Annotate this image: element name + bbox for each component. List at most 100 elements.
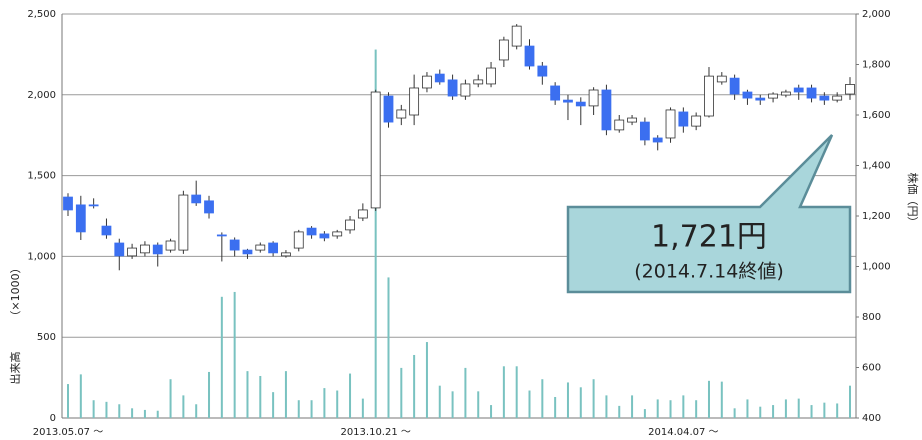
volume-bar [810,405,813,418]
volume-bar [92,400,95,418]
volume-bar [502,366,505,418]
candle-body [486,67,496,85]
candle-body [242,249,253,255]
volume-bar [425,342,428,418]
volume-bar [272,392,275,418]
y-tick-label: 0 [50,413,56,424]
volume-bar [797,398,800,418]
y2-tick-label: 800 [862,312,881,323]
volume-bar [143,409,146,418]
volume-bar [618,405,621,418]
candle-body [537,65,548,77]
volume-bar [541,379,544,418]
volume-bar [169,379,172,418]
callout-text: 1,721円 [651,220,767,255]
candle-body [768,93,778,99]
candle-body [216,234,227,237]
x-tick-label: 2013.10.21 ～ [340,427,410,438]
candle-body [691,115,702,127]
candle-body [345,219,355,231]
candle-body [191,194,202,204]
candle-body [75,204,86,233]
candle-body [793,87,804,93]
y-axis-unit: （×1000） [9,262,22,321]
candle-body [268,242,279,254]
volume-bar [746,399,749,418]
candle-body [806,87,817,99]
volume-bar [720,381,723,418]
candle-body [101,225,112,236]
y2-tick-label: 1,400 [862,161,891,172]
y2-tick-label: 1,200 [862,211,891,222]
candle-body [396,109,407,119]
volume-bar [79,374,82,418]
volume-bar [233,291,236,418]
y2-tick-label: 2,000 [862,9,891,20]
volume-bar [605,395,608,418]
volume-bar [759,406,762,418]
candle-body [601,89,612,131]
candle-body [627,117,637,123]
volume-bar [349,373,352,418]
candle-body [178,194,189,251]
volume-bar [413,354,416,418]
candle-body [498,39,509,61]
volume-bar [733,408,736,418]
candle-body [281,252,291,257]
volume-bar [515,366,518,418]
candle-body [729,77,740,95]
candle-body [319,233,330,239]
volume-bar [105,401,108,418]
volume-bar [208,371,211,418]
candle-body [563,99,573,103]
candle-body [614,119,625,131]
volume-bar [528,390,531,418]
candle-body [678,111,689,127]
candle-body [511,25,522,47]
volume-bar [438,385,441,418]
candle-body [716,75,727,83]
volume-bar [490,405,493,418]
volume-bar [323,388,326,418]
volume-bar [220,296,223,418]
volume-bar [284,371,287,418]
volume-bar [259,375,262,418]
volume-bar [849,385,851,418]
y2-tick-label: 600 [862,363,881,374]
candle-body [755,97,766,101]
candle-body [575,101,586,107]
candle-body [409,87,420,116]
volume-bar [131,408,134,418]
candle-body [588,89,599,107]
volume-bar [656,399,659,418]
candle-body [370,91,381,209]
callout [566,134,852,294]
candle-body [357,209,368,219]
y2-tick-label: 400 [862,413,881,424]
candle-body [665,109,676,139]
volume-bar [592,379,595,418]
candle-body [704,75,714,117]
candle-body [639,121,650,141]
candle-body [383,95,394,123]
y2-axis-label: 株価（円） [906,173,920,228]
y-tick-label: 2,500 [27,9,56,20]
volume-bar [477,391,480,418]
candle-body [845,84,855,95]
candle-body [550,85,561,101]
volume-bar [464,367,467,418]
volume-bar [195,404,198,418]
candle-body [819,95,830,101]
volume-bar [118,404,121,418]
y-tick-label: 500 [37,332,56,343]
volume-bar [784,399,787,418]
volume-bar [361,398,364,418]
candle-body [255,244,266,251]
candle-body [127,247,137,257]
volume-bar [682,395,685,418]
volume-bar [554,396,557,418]
y-tick-label: 1,000 [27,251,56,262]
volume-bar [566,382,569,418]
volume-bar [695,400,698,418]
